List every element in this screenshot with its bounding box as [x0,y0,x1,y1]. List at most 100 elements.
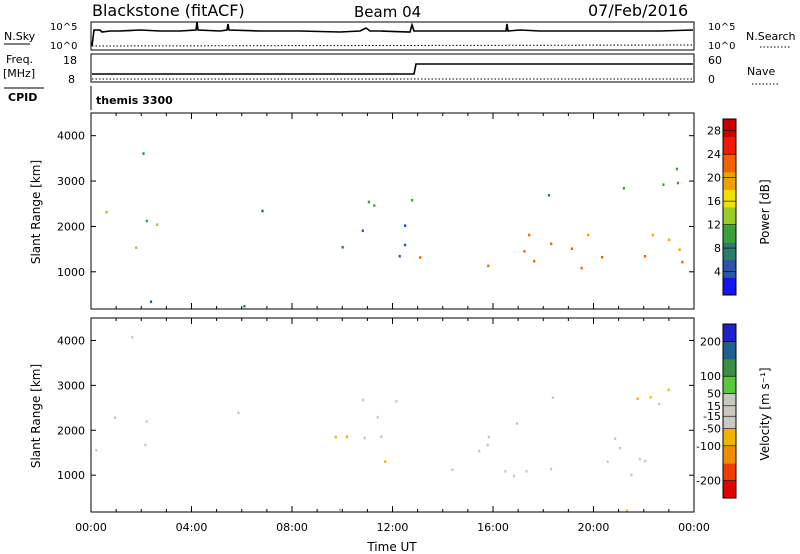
velocity-colorbar-label: Velocity [m s⁻¹] [758,367,772,460]
power-cell [411,198,414,202]
cpid-text: themis 3300 [96,94,173,107]
velocity-cell [363,436,366,440]
velocity-cell [658,402,661,406]
power-colorbar-label: Power [dB] [758,179,772,244]
power-cell [243,304,246,308]
power-colorbar-tick-label: 12 [707,219,721,232]
power-cell [398,254,401,258]
velocity-cell [638,457,641,461]
power-cell [533,259,536,263]
power-y-tick-label: 2000 [57,220,85,233]
velocity-cell [667,388,670,392]
power-cell [149,300,153,304]
power-cell [644,255,647,258]
power-colorbar-tick-label: 16 [707,195,721,208]
power-colorbar-band [723,259,736,278]
velocity-cell [504,470,507,473]
power-colorbar-band [723,277,736,296]
freq-line [92,63,693,75]
power-cell [528,233,531,237]
power-colorbar-band [723,189,736,208]
cpid-row: CPID themis 3300 [4,86,173,110]
velocity-ylabel: Slant Range [km] [29,364,43,468]
velocity-y-tick-label: 2000 [57,424,85,437]
velocity-cell [237,411,240,415]
nsearch-label: N.Search [746,30,796,43]
velocity-cell [338,508,341,511]
velocity-colorbar-band [723,393,736,412]
power-y-tick-label: 1000 [57,266,85,279]
x-tick-label: 16:00 [477,521,509,534]
nsky-tick-high: 10^5 [50,22,77,33]
velocity-colorbar-tick-label: 200 [700,335,721,348]
power-cell [547,194,551,197]
power-cell [135,246,138,249]
x-tick-label: 12:00 [377,521,409,534]
velocity-cell [516,422,519,425]
power-cell [367,200,370,204]
power-scatter [105,152,684,308]
station-title: Blackstone (fitACF) [92,1,245,20]
cpid-label: CPID [8,91,37,104]
power-colorbar-band [723,207,736,226]
power-cell [404,224,407,227]
power-cell [587,233,590,237]
power-colorbar-tick-label: 28 [707,125,721,138]
velocity-y-tick-label: 3000 [57,379,85,392]
date-title: 07/Feb/2016 [588,1,688,20]
power-colorbar-band [723,136,736,155]
x-tick-label: 00:00 [678,521,710,534]
velocity-cell [384,460,387,463]
power-cell [105,210,108,214]
velocity-cell [345,435,349,438]
power-colorbar-band [723,171,736,190]
power-cell [145,219,148,223]
power-colorbar-band [723,154,736,173]
velocity-cell [451,468,454,472]
velocity-colorbar-band [723,324,736,342]
velocity-cell [625,509,628,513]
power-cell [675,167,678,171]
nsky-panel: N.Sky 10^5 10^0 10^5 10^0 N.Search [4,21,796,52]
freq-unit-label: [MHz] [3,67,35,80]
power-colorbar-tick-label: 24 [707,148,721,161]
time-x-axis: 00:00 04:00 08:00 12:00 16:00 20:00 00:00 [75,113,710,534]
power-cell [662,183,665,186]
x-tick-label: 20:00 [578,521,610,534]
velocity-colorbar-tick-label: -100 [696,440,721,453]
power-colorbar-tick-label: 20 [707,172,721,185]
power-cell [580,266,583,270]
velocity-cell [361,398,364,402]
power-colorbar-band [723,242,736,261]
power-cell [570,247,573,250]
power-colorbar-frame [722,118,737,296]
power-cell [668,238,671,242]
freq-panel: Freq. [MHz] 18 8 60 0 Nave [3,53,780,86]
power-cell [487,264,490,268]
power-y-tick-label: 3000 [57,175,85,188]
velocity-colorbar-tick-label: -200 [696,475,721,488]
x-tick-label: 04:00 [176,521,208,534]
nave-tick-low: 0 [708,73,715,86]
velocity-colorbar-band [723,376,736,395]
velocity-cell [478,449,481,453]
velocity-colorbar-band [723,428,736,447]
power-cell [678,248,681,251]
power-cell [373,204,376,207]
power-cell [550,242,553,246]
velocity-cell [644,459,647,463]
velocity-cell [95,448,98,452]
velocity-cell [334,435,337,439]
velocity-colorbar-tick-label: 15 [707,400,721,413]
velocity-colorbar-band [723,341,736,360]
velocity-cell [486,443,489,447]
velocity-cell [551,396,554,399]
power-cell [361,229,364,233]
velocity-cell [618,446,621,450]
power-colorbar-band [723,224,736,243]
velocity-colorbar-band [723,480,736,499]
power-cell [651,233,654,237]
power-cell [261,209,264,213]
